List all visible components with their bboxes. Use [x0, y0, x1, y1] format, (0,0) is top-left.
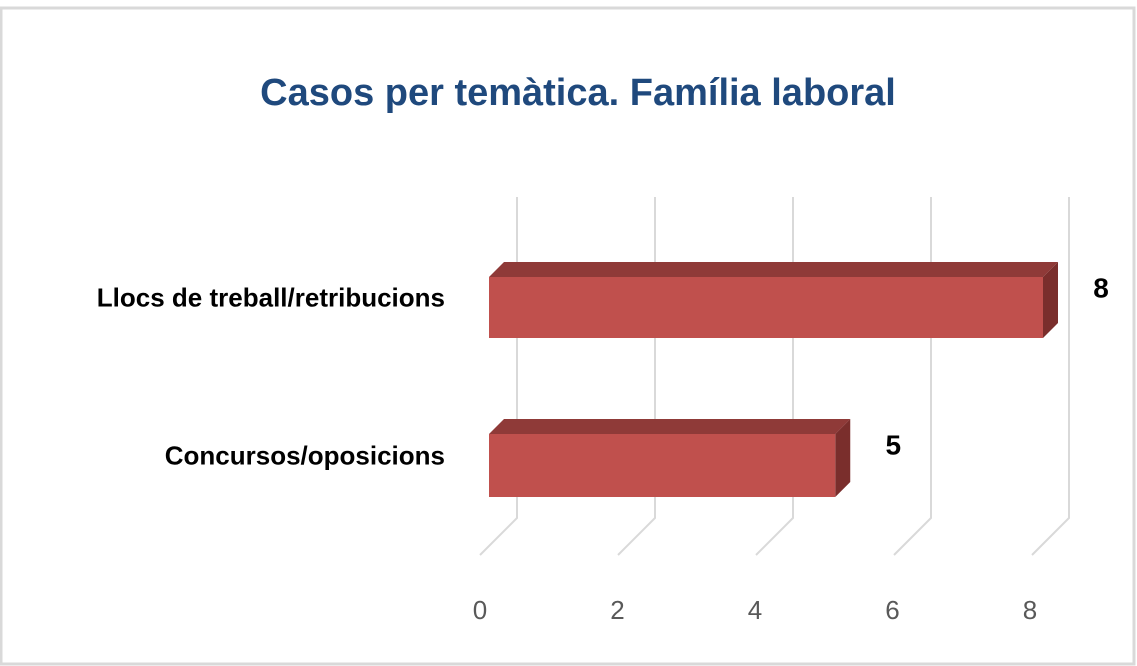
y-tick-label: Llocs de treball/retribucions [97, 282, 445, 312]
x-tick-label: 8 [1023, 595, 1037, 625]
x-tick-label: 6 [885, 595, 899, 625]
value-label: 5 [885, 429, 901, 460]
grid-line [1031, 197, 1070, 556]
x-tick-label: 4 [748, 595, 762, 625]
bar [489, 277, 1043, 338]
value-label: 8 [1093, 272, 1109, 303]
x-tick-label: 2 [610, 595, 624, 625]
x-tick-label: 0 [473, 595, 487, 625]
y-tick-label: Concursos/oposicions [165, 440, 445, 470]
bar-top [489, 262, 1058, 277]
bar-top [489, 419, 851, 434]
bar-side [1043, 262, 1058, 338]
chart-title: Casos per temàtica. Família laboral [260, 72, 896, 114]
bar-side [835, 419, 851, 497]
bar [489, 434, 836, 497]
